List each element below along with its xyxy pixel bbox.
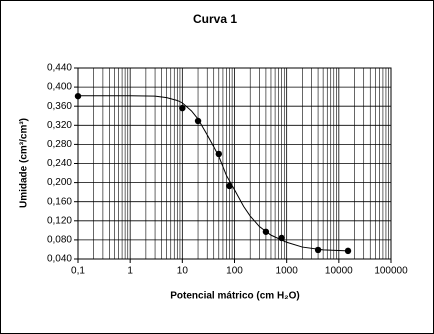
y-axis-label: Umidade (cm³/cm³): [19, 118, 30, 208]
data-point: [226, 182, 233, 190]
y-tick-label: 0,200: [47, 177, 72, 188]
y-tick-label: 0,320: [47, 120, 72, 131]
y-tick-label: 0,120: [47, 215, 72, 226]
chart-title: Curva 1: [193, 12, 237, 26]
y-tick-label: 0,440: [47, 63, 72, 74]
plot-border: [77, 67, 392, 260]
data-point: [179, 104, 186, 112]
y-tick-label: 0,280: [47, 139, 72, 150]
y-tick-label: 0,240: [47, 158, 72, 169]
y-tick-label: 0,400: [47, 82, 72, 93]
y-tick-label: 0,080: [47, 235, 72, 246]
data-point: [314, 246, 322, 254]
x-tick-label: 100000: [374, 266, 408, 277]
x-tick-label: 1: [127, 266, 133, 277]
y-tick-label: 0,160: [47, 196, 72, 207]
x-tick-label: 10: [177, 266, 189, 277]
fit-curve: [78, 95, 349, 252]
x-tick-label: 1000: [276, 266, 299, 277]
y-tick-label: 0,360: [47, 101, 72, 112]
y-tick-label: 0,040: [47, 254, 72, 265]
x-tick-label: 10000: [325, 266, 353, 277]
x-tick-label: 100: [226, 266, 243, 277]
x-tick-label: 0,1: [71, 266, 85, 277]
x-axis-label: Potencial mátrico (cm H₂O): [170, 291, 299, 302]
